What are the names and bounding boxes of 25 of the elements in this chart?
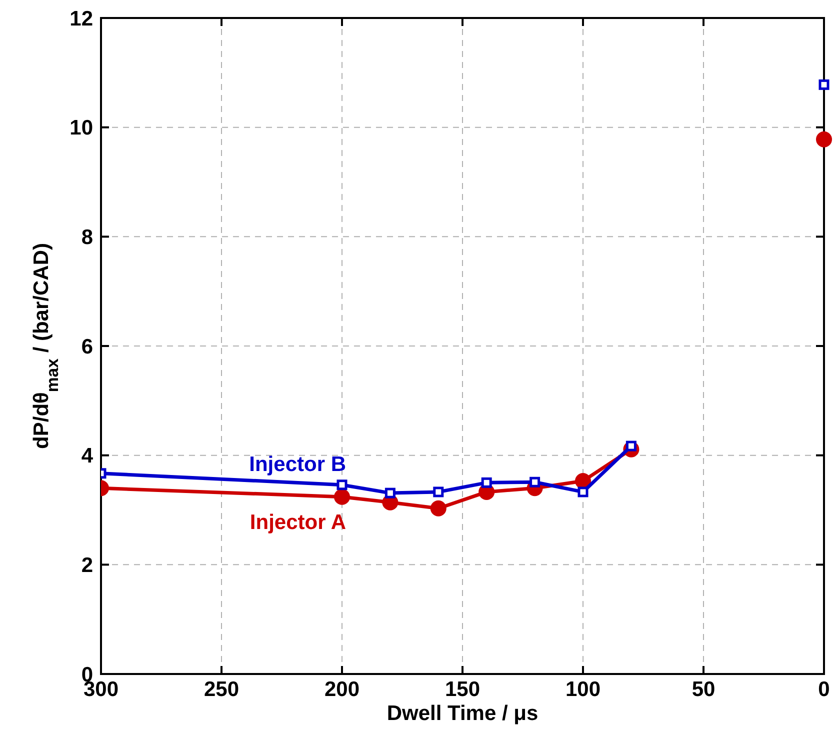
point [433,486,444,498]
point [578,486,588,498]
point [530,476,540,488]
y-tick-label: 8 [81,226,94,250]
y-tick-label: 10 [70,116,93,140]
point [818,79,830,90]
x-tick-label: 150 [444,678,480,701]
x-tick-label: 200 [324,678,360,701]
y-tick-label: 4 [81,444,94,468]
x-axis-title: Dwell Time / μs [386,702,538,725]
point [430,500,446,516]
point [816,131,832,148]
point [336,480,348,490]
y-tick-label: 6 [81,335,93,358]
y-tick-label: 2 [81,554,93,578]
point [384,488,396,498]
series-label: Injector A [250,510,346,534]
x-tick-label: 100 [565,678,601,701]
x-tick-label: 0 [818,678,830,701]
y-tick-label: 12 [70,7,93,30]
point [334,488,350,505]
series-label: Injector B [249,452,346,476]
point [481,477,492,488]
x-tick-label: 250 [204,678,240,701]
x-tick-label: 50 [692,678,716,701]
